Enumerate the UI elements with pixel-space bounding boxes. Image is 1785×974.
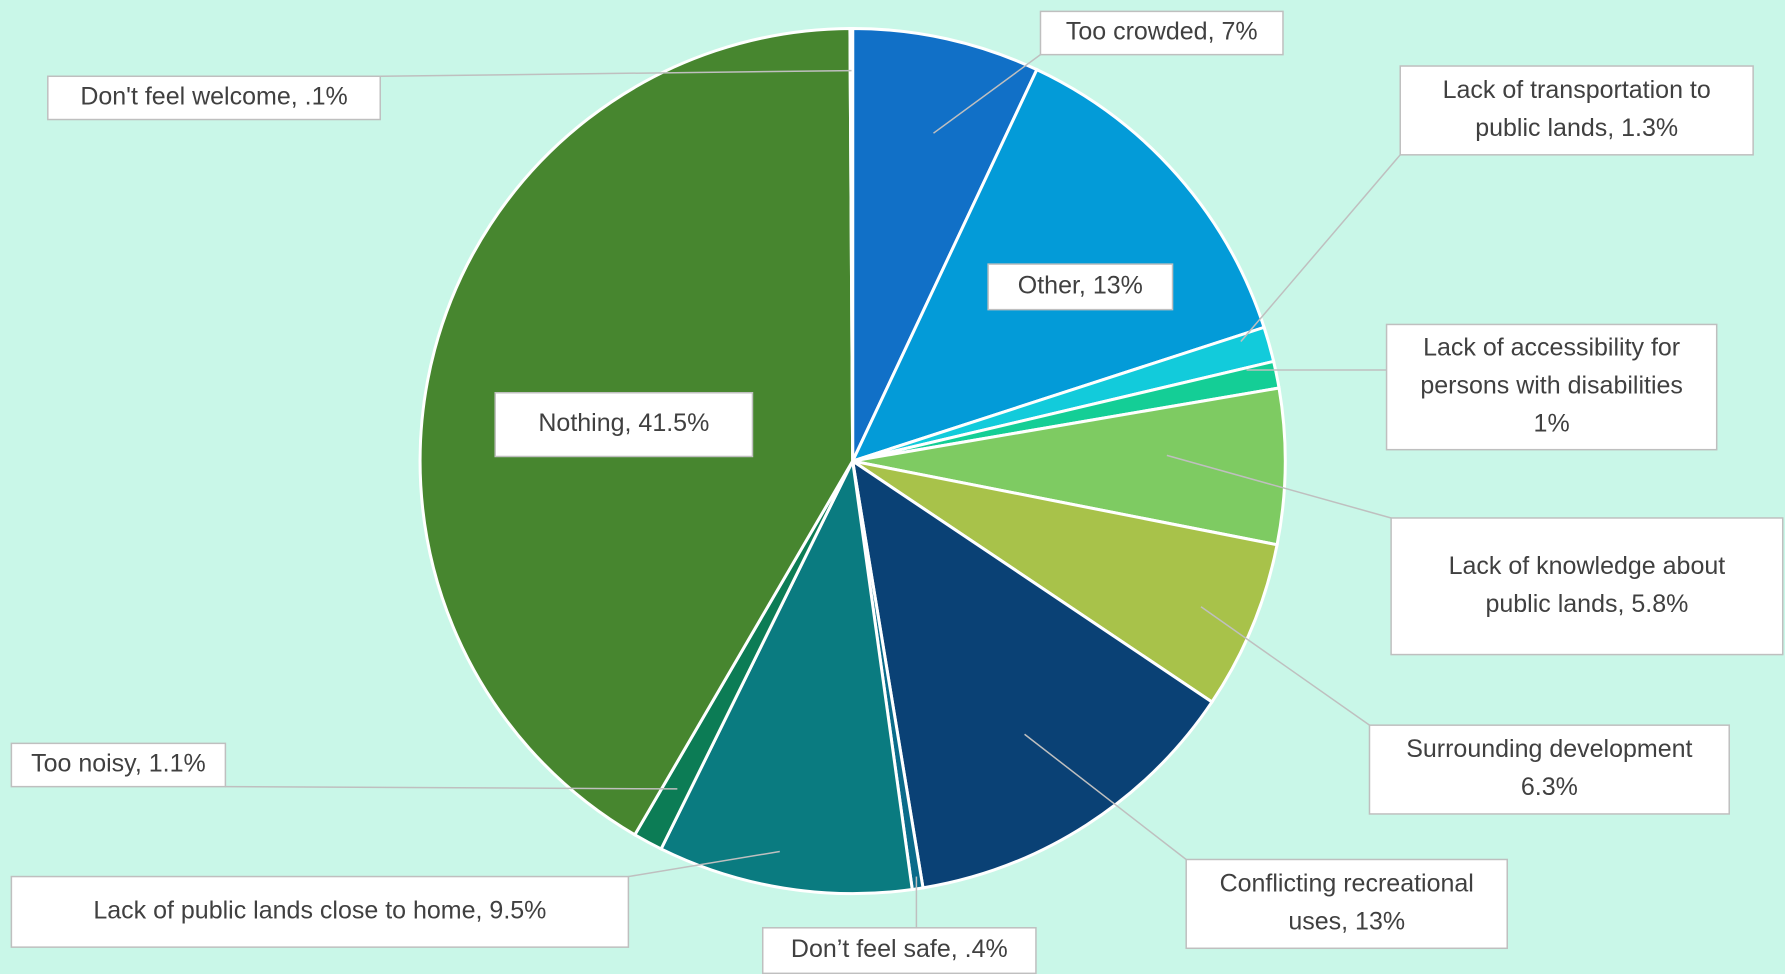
data-label: 1% — [1534, 410, 1570, 438]
pie-slice — [851, 459, 1279, 705]
label-box — [987, 263, 1174, 311]
leader-line — [1166, 454, 1392, 519]
label-box — [761, 927, 1037, 974]
data-label: uses, 13% — [1288, 907, 1405, 935]
pie-slice — [659, 456, 914, 896]
label-box — [1399, 65, 1754, 156]
label-box — [1390, 517, 1784, 656]
pie-slice — [848, 26, 855, 462]
leader-line — [1240, 154, 1401, 343]
data-label: Nothing, 41.5% — [538, 409, 709, 437]
pie-slice — [852, 386, 1287, 547]
leader-line — [1200, 606, 1370, 726]
leader-line — [1024, 733, 1187, 861]
data-label: Lack of accessibility for — [1423, 334, 1680, 362]
leader-line — [225, 785, 678, 790]
data-label: Lack of transportation to — [1443, 76, 1711, 104]
label-box — [1385, 323, 1718, 451]
data-label: Lack of knowledge about — [1449, 552, 1726, 580]
data-label: public lands, 5.8% — [1485, 590, 1688, 618]
data-label: Too crowded, 7% — [1066, 18, 1258, 46]
pie-slice — [850, 457, 1215, 890]
data-label: public lands, 1.3% — [1475, 114, 1678, 142]
label-box — [10, 875, 630, 948]
label-box — [10, 742, 227, 788]
data-label: Other, 13% — [1018, 271, 1143, 299]
leader-line — [628, 850, 780, 878]
data-label: Don't feel welcome, .1% — [80, 83, 347, 111]
leader-line — [933, 54, 1041, 134]
data-label: Surrounding development — [1406, 735, 1692, 763]
label-box — [494, 391, 754, 458]
data-label: 6.3% — [1521, 773, 1578, 801]
data-label: Too noisy, 1.1% — [31, 750, 206, 778]
leader-line — [380, 69, 852, 78]
data-label: Don’t feel safe, .4% — [791, 935, 1008, 963]
label-box — [1039, 10, 1284, 56]
label-box — [1185, 858, 1508, 950]
data-label: Lack of public lands close to home, 9.5% — [93, 896, 546, 924]
data-label: Conflicting recreational — [1220, 869, 1474, 897]
label-box — [47, 75, 381, 121]
pie-slice — [851, 26, 1039, 462]
data-label: persons with disabilities — [1420, 372, 1683, 400]
label-box — [1368, 724, 1730, 815]
